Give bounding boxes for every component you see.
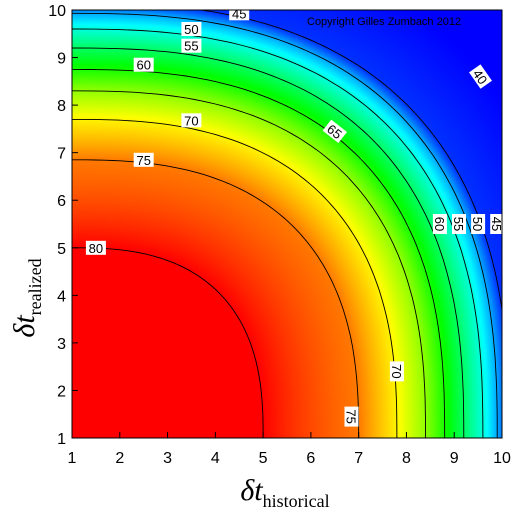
contour-line-80 <box>72 247 264 438</box>
contour-label-background <box>344 406 359 427</box>
contour-label-80: 80 <box>85 240 106 256</box>
plot-frame <box>71 9 503 439</box>
contour-label-background <box>452 214 466 234</box>
y-axis-symbol: δt <box>8 315 41 338</box>
contour-label-text: 45 <box>489 217 504 231</box>
x-axis-symbol: δt <box>240 474 263 507</box>
y-tick-label: 3 <box>57 336 66 353</box>
contour-label-45: 45 <box>229 6 250 21</box>
contour-label-text: 55 <box>184 39 198 54</box>
contour-label-50: 50 <box>181 22 202 37</box>
contour-label-55: 55 <box>181 38 202 54</box>
contour-label-text: 75 <box>344 409 359 423</box>
x-tick-label: 4 <box>211 450 220 467</box>
contour-label-background <box>471 214 486 234</box>
contour-label-background <box>469 64 492 89</box>
heatmap-surface <box>72 10 502 438</box>
contour-label-background <box>181 113 202 128</box>
x-tick-label: 3 <box>163 450 172 467</box>
contour-label-55: 55 <box>451 214 466 234</box>
x-tick-label: 2 <box>115 450 124 467</box>
x-tick-label: 1 <box>68 450 77 467</box>
y-tick-label: 1 <box>57 431 66 448</box>
contour-labels: 80 75 75 70 70 65 60 60 55 55 50 50 45 45 40 <box>85 6 505 427</box>
contour-label-40: 40 <box>469 64 492 89</box>
y-tick-label: 10 <box>48 3 66 20</box>
copyright-text: Copyright Gilles Zumbach 2012 <box>307 16 461 28</box>
contour-label-text: 75 <box>136 153 150 168</box>
contour-label-background <box>389 361 404 382</box>
y-tick-label: 5 <box>57 241 66 258</box>
x-tick-label: 9 <box>450 450 459 467</box>
svg-text:δtrealized: δtrealized <box>8 258 45 337</box>
contour-label-75: 75 <box>344 406 359 427</box>
x-axis-label: δthistorical <box>240 474 329 511</box>
contour-label-text: 50 <box>184 22 198 37</box>
contour-line-65 <box>72 90 427 438</box>
contour-label-text: 70 <box>389 364 404 378</box>
contour-label-background <box>322 119 347 143</box>
contour-label-background <box>133 152 154 167</box>
contour-line-75 <box>72 159 360 438</box>
y-tick-label: 4 <box>57 288 66 305</box>
contour-label-text: 80 <box>89 241 103 256</box>
x-tick-label: 5 <box>259 450 268 467</box>
contour-label-45: 45 <box>489 214 505 234</box>
x-tick-label: 6 <box>306 450 315 467</box>
contour-label-text: 60 <box>136 58 150 73</box>
contour-label-background <box>133 57 154 72</box>
contour-label-text: 60 <box>432 217 447 231</box>
y-axis-label: δtrealized <box>8 258 45 337</box>
contour-label-text: 40 <box>470 67 491 87</box>
contour-line-50 <box>72 28 484 438</box>
y-tick-label: 9 <box>57 51 66 68</box>
contour-label-text: 70 <box>184 113 198 128</box>
svg-text:δthistorical: δthistorical <box>240 474 329 511</box>
x-axis-subscript: historical <box>263 491 330 511</box>
x-tick-label: 7 <box>354 450 363 467</box>
contour-label-70: 70 <box>389 361 404 382</box>
x-tick-label: 10 <box>493 450 511 467</box>
y-tick-label: 7 <box>57 146 66 163</box>
contour-label-background <box>85 240 106 255</box>
x-tick-label: 8 <box>402 450 411 467</box>
y-tick-label: 6 <box>57 193 66 210</box>
contour-label-text: 45 <box>232 6 246 21</box>
contour-lines <box>72 10 502 438</box>
plot-area: 80 75 75 70 70 65 60 60 55 55 50 50 45 45 40 <box>71 6 505 439</box>
contour-label-background <box>181 38 202 53</box>
contour-label-background <box>432 214 447 234</box>
contour-label-75: 75 <box>133 152 154 168</box>
x-axis-ticks: 1 2 3 4 5 6 7 8 9 10 <box>68 432 511 467</box>
y-tick-label: 2 <box>57 383 66 400</box>
contour-label-text: 50 <box>470 217 485 231</box>
contour-label-60: 60 <box>133 57 154 73</box>
contour-label-60: 60 <box>432 214 447 234</box>
contour-label-text: 55 <box>451 217 466 231</box>
contour-label-65: 65 <box>322 119 347 143</box>
y-tick-label: 8 <box>57 98 66 115</box>
contour-line-60 <box>72 68 446 438</box>
contour-label-background <box>181 22 202 36</box>
contour-line-55 <box>72 47 465 438</box>
contour-line-40 <box>198 10 502 313</box>
contour-label-70: 70 <box>181 113 202 128</box>
contour-line-45 <box>72 12 498 438</box>
contour-line-70 <box>72 118 398 438</box>
y-axis-ticks: 1 2 3 4 5 6 7 8 9 10 <box>48 3 78 448</box>
y-axis-subscript: realized <box>25 258 45 315</box>
contour-label-50: 50 <box>470 214 486 234</box>
contour-label-background <box>490 214 505 234</box>
